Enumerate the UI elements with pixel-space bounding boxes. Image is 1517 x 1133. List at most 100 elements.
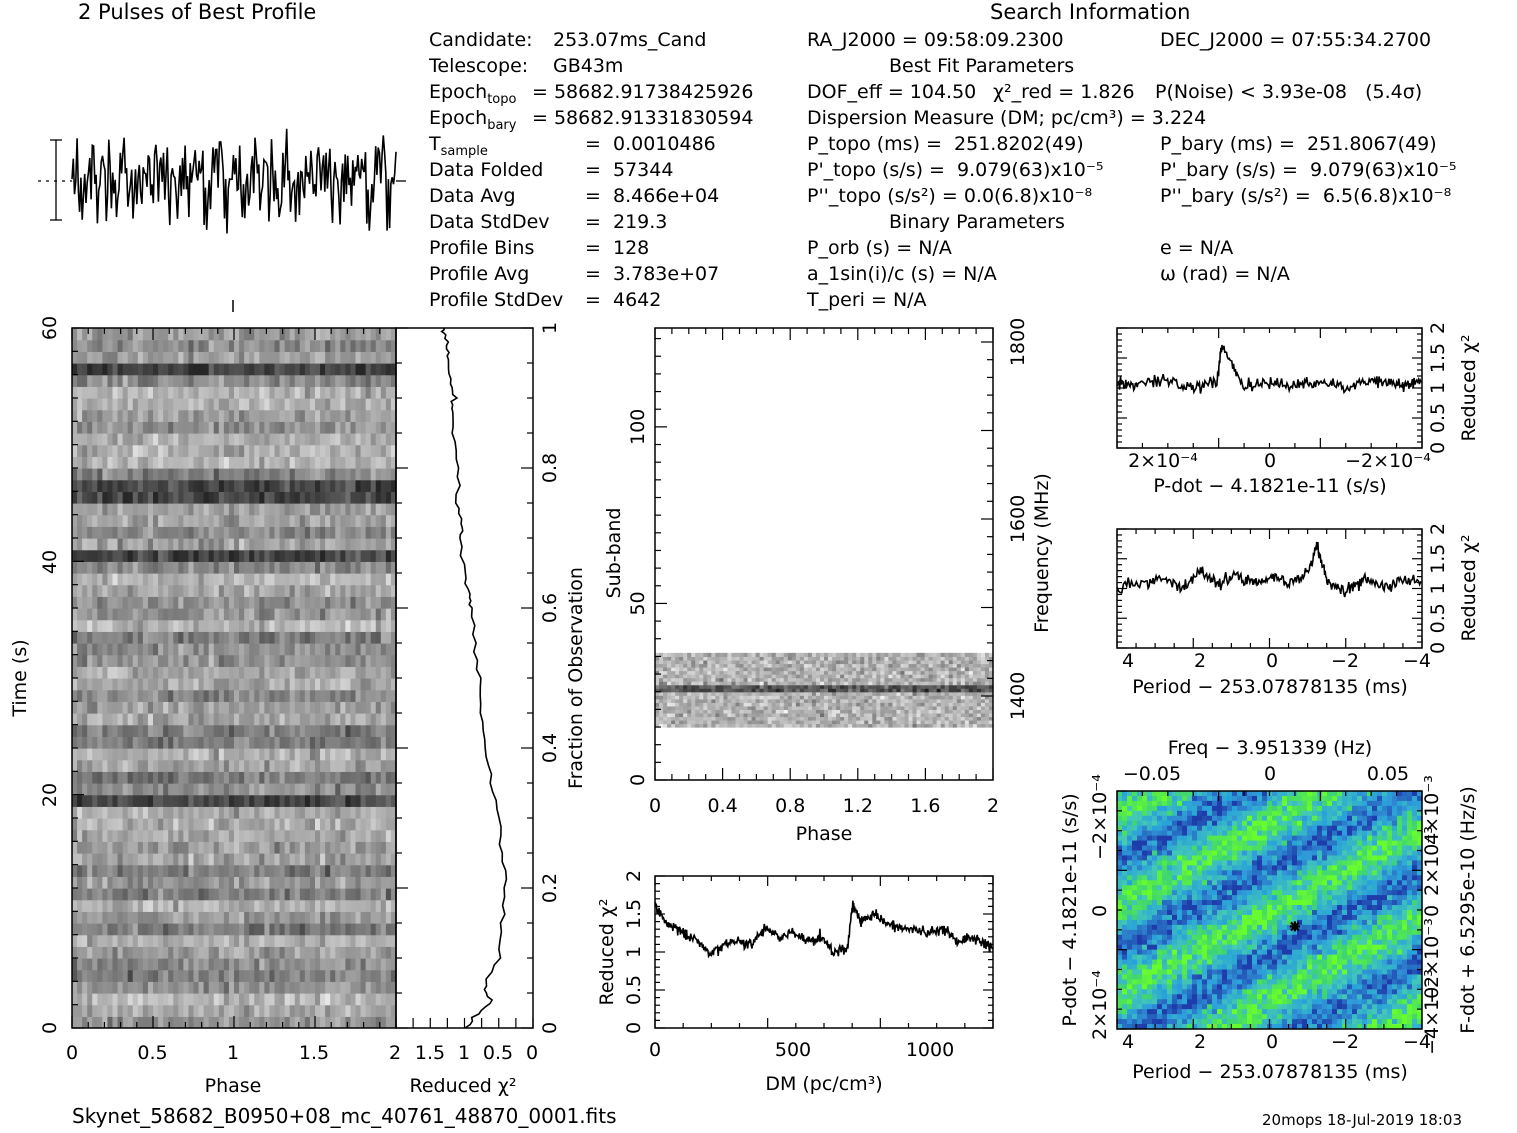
tick-label: 0.8 [539, 453, 561, 483]
heatmap-cell [264, 666, 271, 679]
heatmap-cell [345, 783, 352, 796]
heatmap-cell [259, 421, 265, 434]
heatmap-cell [244, 549, 250, 562]
heatmap-cell [203, 794, 210, 807]
heatmap-cell [87, 479, 93, 492]
heatmap-cell [380, 479, 387, 492]
heatmap-cell [924, 705, 930, 710]
heatmap-cell [787, 716, 793, 721]
heatmap-cell [860, 695, 865, 700]
heatmap-cell [294, 573, 301, 586]
heatmap-cell [183, 573, 190, 586]
heatmap-cell [147, 596, 154, 609]
heatmap-cell [380, 993, 387, 1006]
heatmap-cell [872, 705, 877, 710]
heatmap-cell [122, 771, 129, 784]
heatmap-cell [218, 444, 225, 457]
heatmap-cell [264, 759, 271, 772]
heatmap-cell [188, 514, 195, 527]
heatmap-cell [375, 818, 382, 831]
heatmap-cell [72, 503, 78, 516]
heatmap-cell [385, 514, 392, 527]
heatmap-cell [153, 969, 159, 982]
heatmap-cell [218, 584, 225, 597]
heatmap-cell [132, 619, 139, 632]
heatmap-cell [218, 1016, 225, 1028]
heatmap-cell [168, 666, 174, 679]
heatmap-cell [274, 339, 281, 352]
heatmap-cell [345, 1004, 352, 1017]
heatmap-cell [274, 584, 281, 597]
heatmap-cell [284, 1004, 291, 1017]
heatmap-cell [198, 666, 205, 679]
heatmap-cell [284, 514, 291, 527]
heatmap-cell [213, 619, 220, 632]
heatmap-cell [783, 712, 789, 718]
heatmap-cell [213, 888, 220, 901]
heatmap-cell [868, 698, 873, 703]
heatmap-cell [87, 946, 93, 959]
heatmap-cell [183, 794, 190, 807]
heatmap-cell [102, 853, 109, 866]
heatmap-cell [249, 643, 255, 656]
heatmap-cell [335, 561, 341, 574]
heatmap-cell [723, 688, 729, 693]
heatmap-cell [137, 829, 144, 842]
heatmap-cell [819, 712, 825, 718]
heatmap-cell [122, 351, 129, 364]
heatmap-cell [932, 698, 938, 703]
heatmap-cell [799, 709, 805, 714]
heatmap-cell [244, 864, 250, 877]
heatmap-cell [320, 503, 326, 516]
heatmap-cell [183, 724, 190, 737]
heatmap-cell [355, 491, 362, 504]
heatmap-cell [320, 1004, 326, 1017]
heatmap-cell [117, 643, 124, 656]
heatmap-cell [365, 386, 372, 399]
heatmap-cell [284, 526, 291, 539]
heatmap-cell [819, 716, 825, 721]
heatmap-cell [330, 818, 336, 831]
heatmap-cell [259, 584, 265, 597]
heatmap-cell [365, 514, 372, 527]
heatmap-cell [380, 584, 387, 597]
heatmap-cell [787, 698, 793, 703]
heatmap-cell [360, 724, 367, 737]
heatmap-cell [132, 561, 139, 574]
heatmap-cell [924, 723, 930, 728]
heatmap-cell [775, 723, 781, 728]
heatmap-cell [294, 666, 301, 679]
heatmap-cell [345, 584, 352, 597]
heatmap-cell [244, 526, 250, 539]
heatmap-cell [244, 584, 250, 597]
heatmap-cell [112, 724, 119, 737]
heatmap-cell [274, 1016, 281, 1028]
heatmap-cell [77, 806, 83, 819]
heatmap-cell [390, 421, 396, 434]
heatmap-cell [304, 818, 311, 831]
heatmap-cell [147, 654, 154, 667]
heatmap-cell [309, 783, 316, 796]
heatmap-cell [132, 701, 139, 714]
heatmap-cell [330, 374, 336, 387]
heatmap-cell [72, 468, 78, 481]
heatmap-cell [968, 709, 974, 714]
heatmap-cell [896, 691, 902, 696]
heatmap-cell [223, 468, 230, 481]
heatmap-cell [208, 409, 215, 422]
heatmap-cell [158, 981, 164, 994]
heatmap-cell [87, 619, 93, 632]
heatmap-cell [365, 934, 372, 947]
heatmap-cell [840, 719, 845, 725]
heatmap-cell [87, 421, 93, 434]
heatmap-cell [340, 794, 346, 807]
heatmap-cell [345, 969, 352, 982]
heatmap-cell [208, 748, 215, 761]
heatmap-cell [264, 549, 271, 562]
heatmap-cell [193, 456, 200, 469]
heatmap-cell [976, 702, 982, 707]
heatmap-cell [77, 643, 83, 656]
heatmap-cell [87, 794, 93, 807]
heatmap-cell [679, 709, 684, 714]
heatmap-cell [380, 339, 387, 352]
